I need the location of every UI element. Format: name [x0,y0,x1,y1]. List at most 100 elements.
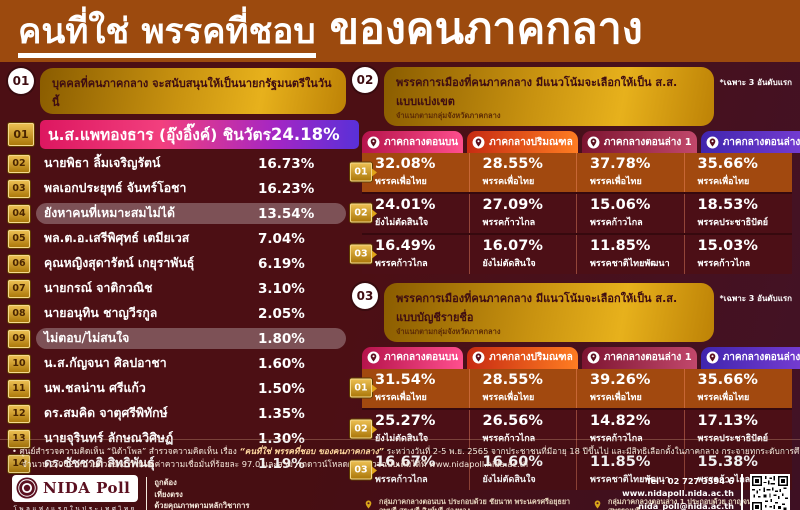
cell-percent: 35.66% [697,371,758,388]
candidate-name: ยังหาคนที่เหมาะสมไม่ได้ [44,206,175,220]
row-rank-badge: 01 [350,162,377,182]
region-label: ภาคกลางตอนบน [384,136,459,148]
candidate-row: 12 ดร.สมคิด จาตุศรีพิทักษ์ 1.35% [8,403,346,424]
candidate-pill: ดร.สมคิด จาตุศรีพิทักษ์ 1.35% [36,403,346,424]
location-pin-icon [472,351,485,364]
table-cell: 17.13% พรรคประชาธิปัตย์ [685,410,793,449]
cell-party: พรรคก้าวไกล [590,433,643,444]
candidate-name: นายอนุทิน ชาญวีรกูล [44,306,158,320]
cell-party: พรรคก้าวไกล [697,474,751,485]
cell-percent: 39.26% [590,371,651,388]
location-pin-icon [365,500,372,509]
candidate-pill: ดร.ชัชชาติ สิทธิพันธุ์ 1.19% [36,453,346,474]
logo-tagline: โพลแห่งแรกในประเทศไทย [13,505,137,510]
methodology-suffix: ระหว่างวันที่ 2-5 พ.ย. 2565 จากประชาชนที… [386,446,800,456]
cell-percent: 27.09% [482,196,543,213]
candidate-name: พล.ต.อ.เสรีพิศุทธ์ เตมียเวส [44,231,190,245]
candidate-name: ดร.ชัชชาติ สิทธิพันธุ์ [44,456,155,470]
candidate-pill: น.ส.แพทองธาร (อุ๊งอิ๊งค์) ชินวัตร 24.18% [40,120,359,149]
cell-party: พรรคก้าวไกล [482,217,536,228]
location-pin-icon [367,136,380,148]
section3-subheading: จำแนกตามกลุ่มจังหวัดภาคกลาง [396,326,501,336]
section1-heading: บุคคลที่คนภาคกลาง จะสนับสนุนให้เป็นนายกร… [52,77,332,109]
region-label: ภาคกลางปริมณฑล [489,136,573,148]
region-label: ภาคกลางตอนล่าง 2 [722,136,800,148]
region-header: ภาคกลางตอนล่าง 1 [581,131,697,153]
candidate-row: 13 นายจุรินทร์ ลักษณวิศิษฏ์ 1.30% [8,428,346,449]
location-pin-icon [594,500,601,509]
candidate-row: 01 น.ส.แพทองธาร (อุ๊งอิ๊งค์) ชินวัตร 24.18… [8,120,359,149]
table-cell: 37.78% พรรคเพื่อไทย [577,153,685,192]
region-label: ภาคกลางปริมณฑล [489,352,573,364]
cell-party: พรรคเพื่อไทย [590,392,642,403]
region-label: ภาคกลางตอนล่าง 1 [603,352,692,364]
cell-party: ยังไม่ตัดสินใจ [375,217,429,228]
table-cell: 39.26% พรรคเพื่อไทย [577,368,685,408]
slogan-line: เที่ยงตรง [154,489,183,499]
candidate-percent: 24.18% [270,125,340,144]
candidate-row: 07 นายกรณ์ จาติกวณิช 3.10% [8,278,346,299]
rank-badge: 11 [8,379,30,398]
candidate-percent: 1.80% [258,330,305,347]
cell-percent: 32.08% [375,156,436,172]
pm-candidates-section: 01 บุคคลที่คนภาคกลาง จะสนับสนุนให้เป็นนา… [8,68,359,474]
footnote-text: กลุ่มภาคกลางตอนล่าง 1 ประกอบด้วย กาญจนบุ… [608,496,784,510]
cell-percent: 37.78% [590,156,651,172]
section2-number-badge: 02 [352,67,378,93]
cell-percent: 17.13% [697,412,758,429]
rank-badge: 08 [8,304,30,323]
region-header: ภาคกลางตอนล่าง 1 [581,346,697,369]
contact-lines: Tel : 02 727 3594-6 www.nidapoll.nida.ac… [622,475,734,510]
rank-badge: 03 [8,179,30,198]
cell-party: ยังไม่ตัดสินใจ [482,474,536,485]
nida-poll-logo: NIDA Poll [12,474,139,502]
qr-code [750,473,790,510]
table-cell: 28.55% พรรคเพื่อไทย [470,368,577,408]
methodology-prefix: ศูนย์สำรวจความคิดเห็น “นิด้าโพล” สำรวจคว… [19,446,240,456]
candidate-name: ดร.สมคิด จาตุศรีพิทักษ์ [44,406,168,420]
footnote-text: กลุ่มภาคกลางตอนบน ประกอบด้วย ชัยนาท พระน… [379,496,571,510]
districts-section: 02 พรรคการเมืองที่คนภาคกลาง มีแนวโน้มจะเ… [350,67,800,274]
location-pin-icon [587,136,600,148]
table-cell: 35.66% พรรคเพื่อไทย [685,153,793,192]
section3-number-badge: 03 [352,282,378,309]
candidate-name: นายจุรินทร์ ลักษณวิศิษฏ์ [44,431,174,445]
cell-party: พรรคชาติไทยพัฒนา [590,258,670,269]
cell-percent: 25.27% [375,412,436,429]
page-title-suffix: ของคนภาคกลาง [329,4,643,54]
candidate-pill: นพ.ชลน่าน ศรีแก้ว 1.50% [36,378,346,399]
contact-website: www.nidapoll.nida.ac.th [622,488,734,499]
region-header: ภาคกลางปริมณฑล [467,131,578,153]
rank-badge: 09 [8,329,30,348]
candidate-percent: 7.04% [258,230,305,247]
candidate-percent: 1.50% [258,380,305,397]
cell-percent: 28.55% [482,156,543,172]
table-row: 03 16.49% พรรคก้าวไกล 16.07% ยังไม่ตัดสินใจ 1… [350,232,792,274]
rank-badge: 10 [8,354,30,373]
candidate-percent: 1.19% [258,455,305,472]
header-banner: คนที่ใช่ พรรคที่ชอบ ของคนภาคกลาง [0,0,800,62]
row-rank-badge: 02 [350,419,377,439]
row-rank-badge: 01 [350,378,377,398]
rank-badge: 12 [8,404,30,423]
cell-party: พรรคก้าวไกล [697,258,751,269]
region-header: ภาคกลางตอนล่าง 2 [700,346,800,369]
row-rank-badge: 03 [350,244,377,264]
section2-title-bar: พรรคการเมืองที่คนภาคกลาง มีแนวโน้มจะเลือ… [384,67,714,126]
cell-party: พรรคเพื่อไทย [375,392,427,403]
cell-party: พรรคเพื่อไทย [697,392,750,403]
candidate-percent: 6.19% [258,255,305,272]
section2-note: *เฉพาะ 3 อันดับแรก [719,78,792,87]
candidate-pill: พล.ต.อ.เสรีพิศุทธ์ เตมียเวส 7.04% [36,228,346,249]
candidate-pill: นายกรณ์ จาติกวณิช 3.10% [36,278,346,299]
cell-party: ยังไม่ตัดสินใจ [375,433,429,444]
table-cell: 31.54% พรรคเพื่อไทย [362,368,470,408]
candidate-percent: 3.10% [258,280,305,297]
party-tables-section: 02 พรรคการเมืองที่คนภาคกลาง มีแนวโน้มจะเ… [350,67,800,510]
region-header: ภาคกลางปริมณฑล [467,346,578,369]
candidate-row: 08 นายอนุทิน ชาญวีรกูล 2.05% [8,303,346,324]
table-cell: 35.66% พรรคเพื่อไทย [685,369,793,408]
cell-percent: 15.03% [697,237,758,254]
candidate-row: 11 นพ.ชลน่าน ศรีแก้ว 1.50% [8,378,346,399]
candidate-name: น.ส.แพทองธาร (อุ๊งอิ๊งค์) ชินวัตร [48,126,271,144]
